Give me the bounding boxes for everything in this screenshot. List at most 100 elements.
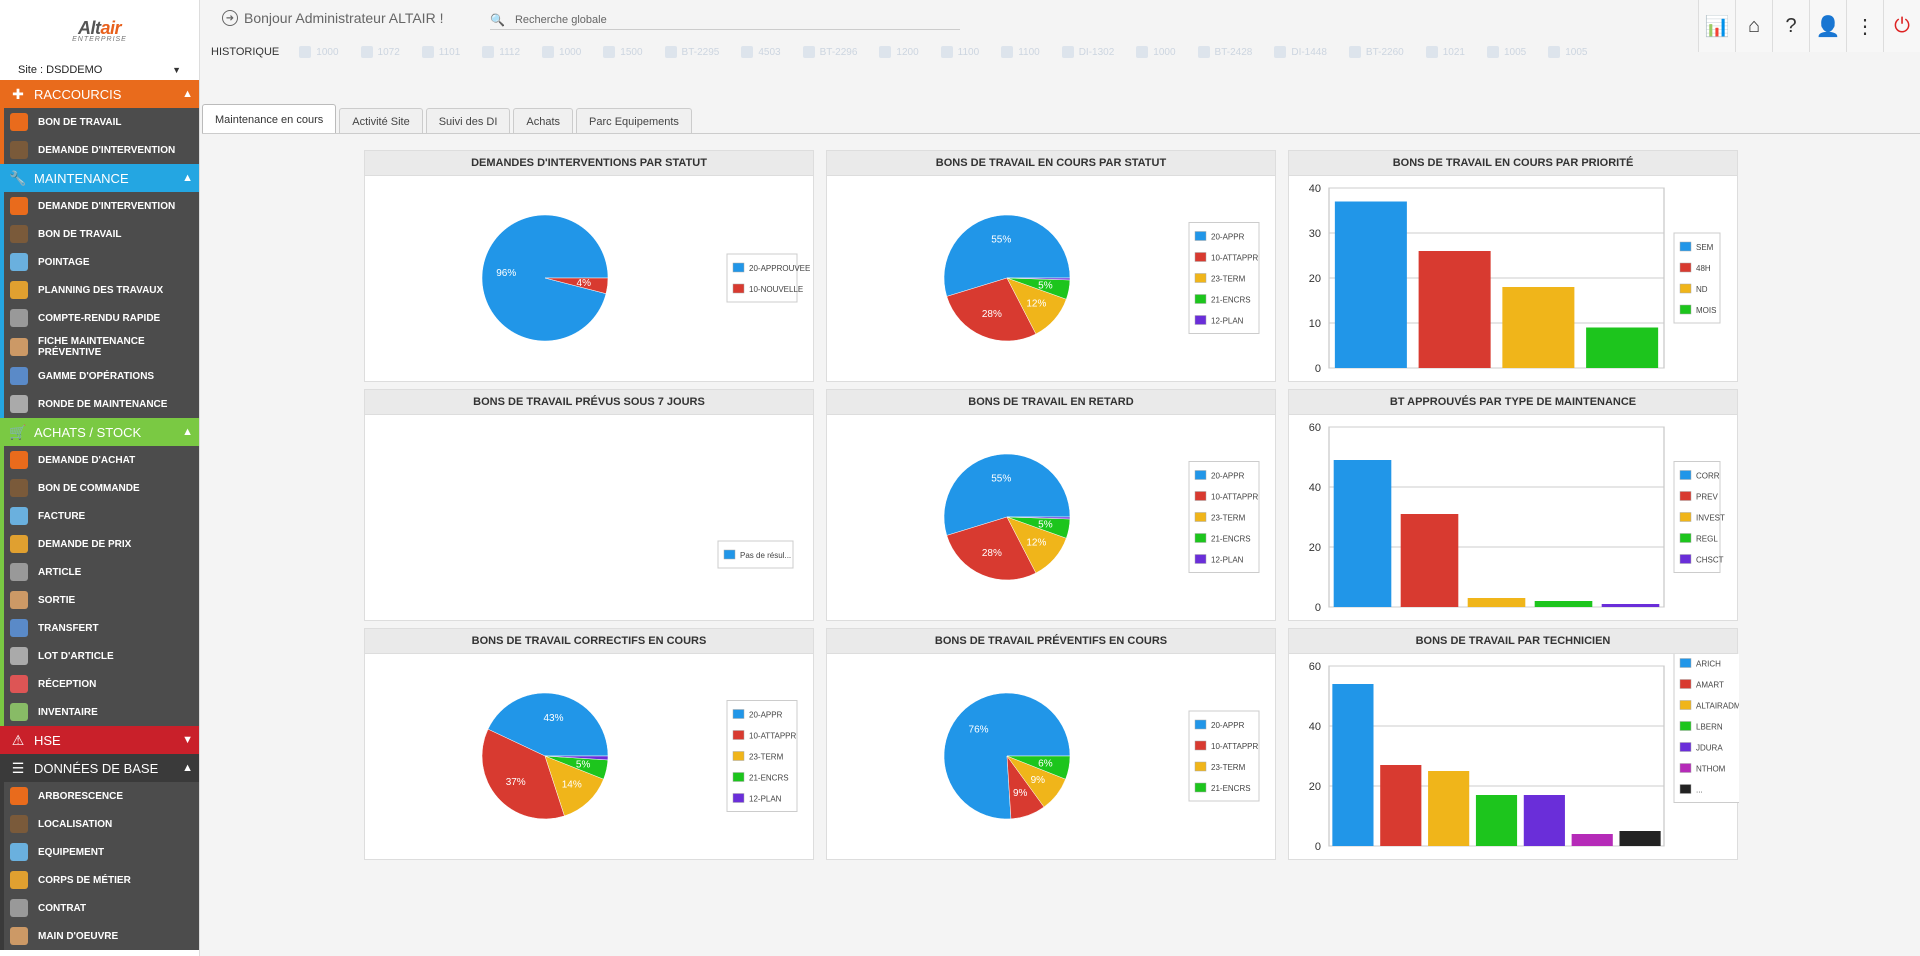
stats-icon[interactable]: 📊 <box>1698 0 1735 52</box>
legend-label: ARICH <box>1696 660 1721 669</box>
topbar: ➜ Bonjour Administrateur ALTAIR ! 🔍 Rech… <box>200 0 1920 52</box>
history-chip[interactable]: BT-2295 <box>664 46 719 58</box>
history-chip[interactable]: 1200 <box>879 46 919 58</box>
sidebar-item[interactable]: BON DE COMMANDE <box>0 474 199 502</box>
share-icon[interactable]: ⋮ <box>1846 0 1883 52</box>
sidebar-item[interactable]: RONDE DE MAINTENANCE <box>0 390 199 418</box>
home-icon[interactable]: ⌂ <box>1735 0 1772 52</box>
help-icon[interactable]: ? <box>1772 0 1809 52</box>
sidebar-item[interactable]: FICHE MAINTENANCE PRÉVENTIVE <box>0 332 199 362</box>
sidebar-item[interactable]: GAMME D'OPÉRATIONS <box>0 362 199 390</box>
legend-label: ND <box>1696 285 1708 294</box>
history-chip[interactable]: 1100 <box>1001 46 1040 58</box>
legend-label: AMART <box>1696 681 1724 690</box>
history-chip-label: 1000 <box>316 46 339 58</box>
legend-swatch <box>723 549 736 560</box>
caret-down-icon: ▼ <box>172 65 181 75</box>
sidebar-item[interactable]: TRANSFERT <box>0 614 199 642</box>
history-chip[interactable]: 1500 <box>603 46 643 58</box>
history-chip-label: 1112 <box>499 46 521 58</box>
sidebar-item[interactable]: DEMANDE DE PRIX <box>0 530 199 558</box>
section-achats[interactable]: 🛒 ACHATS / STOCK ▲ <box>0 418 199 446</box>
chart-svg: 0 10 20 30 40 SEM 48H ND MOIS <box>1309 183 1721 375</box>
history-chip[interactable]: 1000 <box>299 46 339 58</box>
sidebar-item[interactable]: PLANNING DES TRAVAUX <box>0 276 199 304</box>
sidebar-item[interactable]: FACTURE <box>0 502 199 530</box>
history-chip[interactable]: BT-2428 <box>1197 46 1253 58</box>
section-raccourcis[interactable]: ✚ RACCOURCIS ▲ <box>0 80 199 108</box>
tab[interactable]: Parc Equipements <box>576 108 692 134</box>
pie-slice <box>1006 277 1071 281</box>
tab[interactable]: Maintenance en cours <box>202 104 337 134</box>
legend-swatch <box>1679 763 1692 773</box>
y-tick-label: 20 <box>1309 273 1321 285</box>
site-selector[interactable]: Site : DSDDEMO ▼ <box>0 60 199 80</box>
history-chip[interactable]: 1021 <box>1425 46 1465 58</box>
history-chip[interactable]: 1072 <box>360 46 400 58</box>
history-bar: HISTORIQUE 1000 1072 1101 1112 1000 1500 BT-22… <box>200 38 1860 66</box>
warning-icon: ⚠ <box>11 731 25 748</box>
history-chip-label: 1072 <box>377 46 400 58</box>
sidebar-item[interactable]: RÉCEPTION <box>0 670 199 698</box>
history-chip[interactable]: 1112 <box>482 46 520 58</box>
history-chip-label: 1101 <box>438 46 461 58</box>
tab[interactable]: Suivi des DI <box>425 108 511 134</box>
menu-item-icon <box>10 367 28 385</box>
history-chip[interactable]: 1005 <box>1486 46 1526 58</box>
sidebar-item[interactable]: DEMANDE D'ACHAT <box>0 446 199 474</box>
sidebar-item[interactable]: BON DE TRAVAIL <box>0 220 199 248</box>
legend-swatch <box>1679 658 1692 668</box>
menu-item-icon <box>10 479 28 497</box>
history-item-icon <box>1274 46 1287 58</box>
altair-logo[interactable]: Altair ENTERPRISE <box>0 0 199 60</box>
history-chip[interactable]: DI-1448 <box>1274 46 1327 58</box>
legend-label: 20-APPR <box>1211 721 1245 730</box>
user-icon[interactable]: 👤 <box>1809 0 1846 52</box>
pie-percent-label: 14% <box>562 779 582 790</box>
legend-swatch <box>1679 533 1692 543</box>
section-maintenance[interactable]: 🔧 MAINTENANCE ▲ <box>0 164 199 192</box>
logout-arrow-icon[interactable]: ➜ <box>222 10 238 26</box>
history-chip[interactable]: BT-2296 <box>802 46 857 58</box>
sidebar-item[interactable]: POINTAGE <box>0 248 199 276</box>
legend-label: 20-APPROUVEE <box>749 264 810 273</box>
history-chip-label: 1200 <box>896 46 919 58</box>
sidebar-item[interactable]: LOCALISATION <box>0 810 199 838</box>
history-chip[interactable]: 1005 <box>1548 46 1587 58</box>
power-icon[interactable]: ⏻ <box>1883 0 1920 52</box>
tab[interactable]: Activité Site <box>339 108 423 134</box>
sidebar-item[interactable]: DEMANDE D'INTERVENTION <box>0 192 199 220</box>
legend-swatch <box>1679 512 1692 522</box>
legend-swatch <box>1194 719 1207 730</box>
history-chip[interactable]: 4503 <box>741 46 781 58</box>
sidebar-item[interactable]: COMPTE-RENDU RAPIDE <box>0 304 199 332</box>
legend-swatch <box>732 751 745 761</box>
sidebar-item[interactable]: EQUIPEMENT <box>0 838 199 866</box>
sidebar-item[interactable]: LOT D'ARTICLE <box>0 642 199 670</box>
sidebar-item[interactable]: DEMANDE D'INTERVENTION <box>0 136 199 164</box>
history-chip[interactable]: BT-2260 <box>1348 46 1404 58</box>
sidebar-item[interactable]: INVENTAIRE <box>0 698 199 726</box>
sidebar-item[interactable]: ARBORESCENCE <box>0 782 199 810</box>
section-hse[interactable]: ⚠ HSE ▼ <box>0 726 199 754</box>
history-chip[interactable]: 1000 <box>542 46 581 58</box>
sidebar-item[interactable]: CONTRAT <box>0 894 199 922</box>
sidebar-item[interactable]: MAIN D'OEUVRE <box>0 922 199 950</box>
legend-label: 10-NOUVELLE <box>749 285 803 294</box>
global-search[interactable]: 🔍 Recherche globale <box>490 10 960 30</box>
chart-panel: BONS DE TRAVAIL PRÉVENTIFS EN COURS 76% 9%… <box>826 628 1276 860</box>
sidebar-item[interactable]: SORTIE <box>0 586 199 614</box>
sidebar-item[interactable]: CORPS DE MÉTIER <box>0 866 199 894</box>
history-chip[interactable]: 1100 <box>940 46 979 58</box>
history-chip-label: BT-2428 <box>1214 46 1253 58</box>
search-input[interactable]: Recherche globale <box>514 13 607 26</box>
sidebar-item[interactable]: ARTICLE <box>0 558 199 586</box>
history-chip[interactable]: DI-1302 <box>1061 46 1114 58</box>
sidebar-item[interactable]: BON DE TRAVAIL <box>0 108 199 136</box>
history-chip[interactable]: 1101 <box>421 46 461 58</box>
tab[interactable]: Achats <box>513 108 574 134</box>
legend-swatch <box>1194 533 1207 543</box>
legend-label: INVEST <box>1696 514 1725 523</box>
history-chip[interactable]: 1000 <box>1136 46 1176 58</box>
section-donnees[interactable]: ☰ DONNÉES DE BASE ▲ <box>0 754 199 782</box>
